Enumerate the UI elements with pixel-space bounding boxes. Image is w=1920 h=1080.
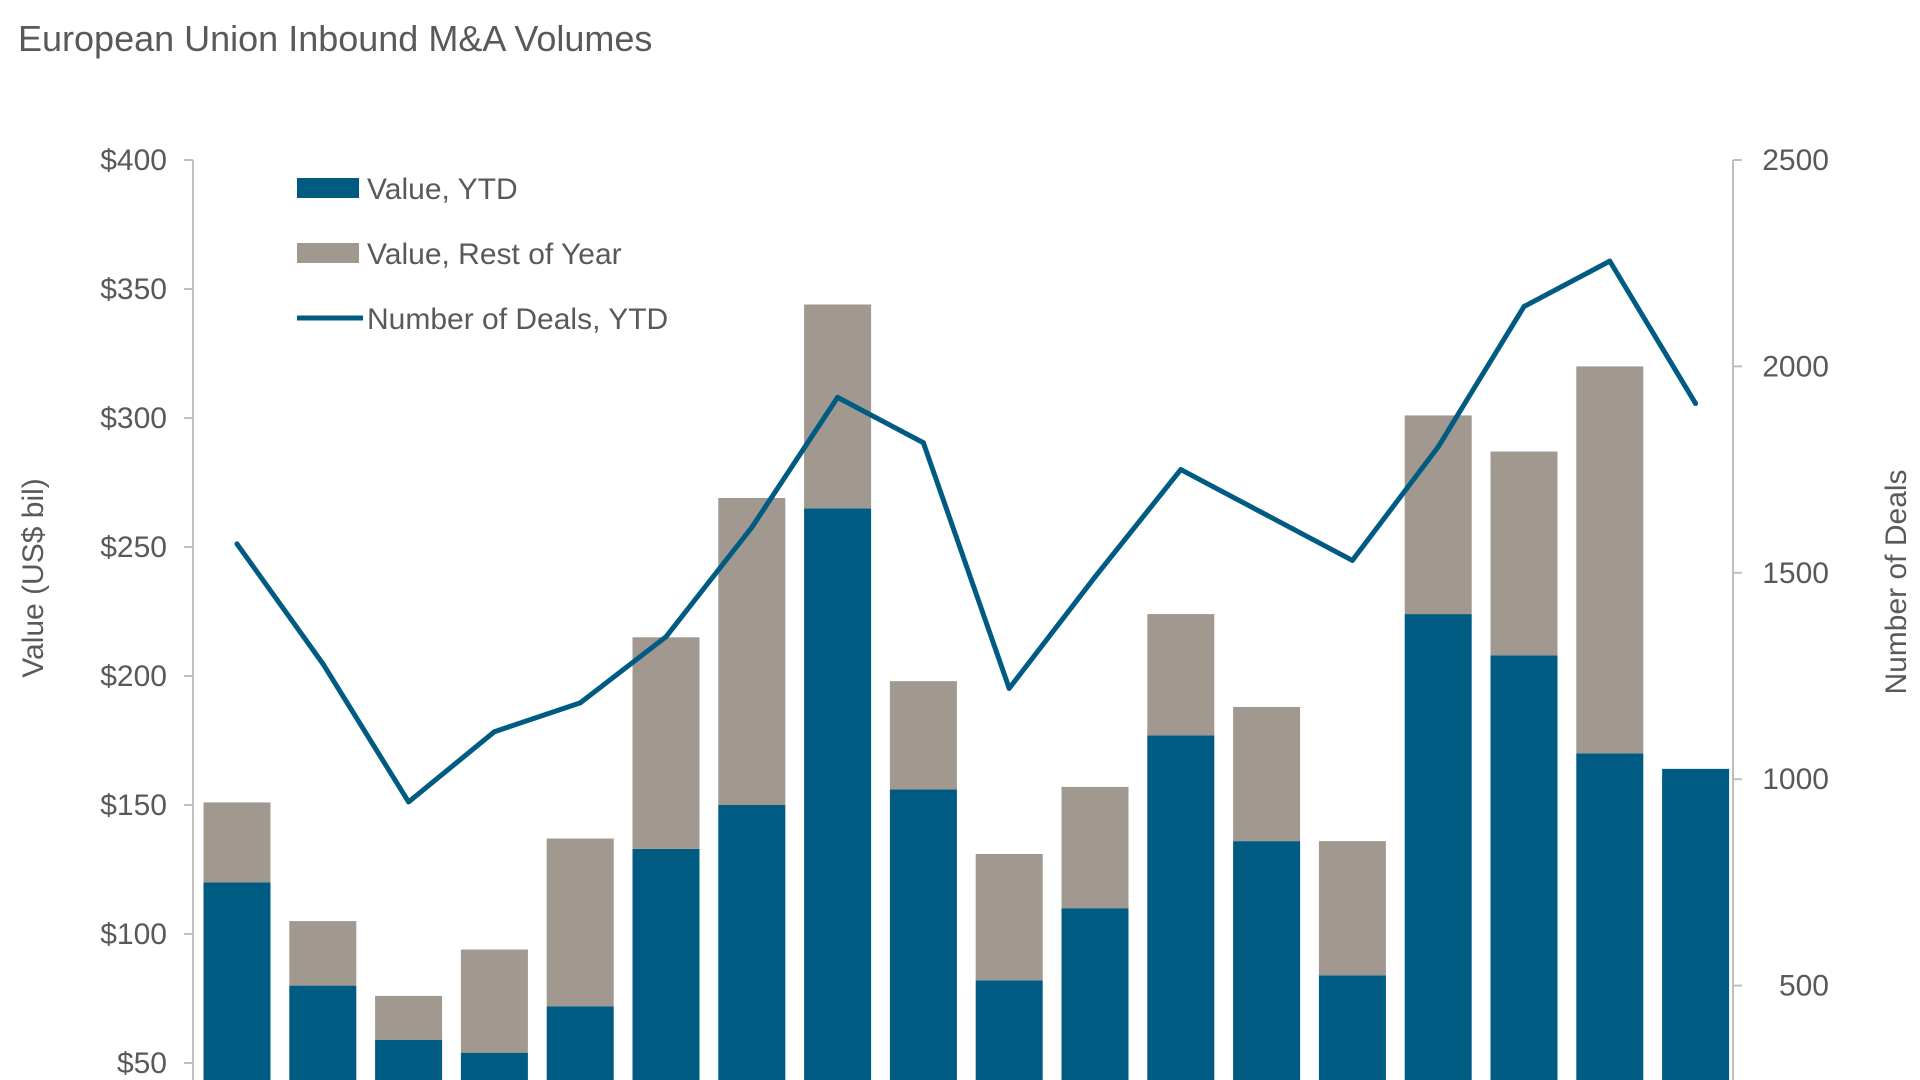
left-tick-label: $300 <box>100 402 167 435</box>
chart-title: European Union Inbound M&A Volumes <box>18 18 653 59</box>
bar-value-rest-of-year <box>546 838 614 1007</box>
legend-swatch-ytd <box>297 178 359 198</box>
deals-point <box>1521 304 1527 310</box>
left-tick-label: $200 <box>100 660 167 693</box>
bar-value-ytd <box>1490 655 1558 1080</box>
bar-value-rest-of-year <box>1061 786 1129 909</box>
deals-point <box>406 799 412 805</box>
bar-value-rest-of-year <box>460 949 528 1053</box>
bar-value-ytd <box>289 985 357 1080</box>
y2-axis-title: Number of Deals <box>1880 469 1913 694</box>
deals-point <box>1349 557 1355 563</box>
bar-value-ytd <box>889 789 957 1080</box>
axes: $50 $100 $150 $200 $250 $300 $350 $400 500 1000 15… <box>17 144 1913 1080</box>
deals-point <box>920 440 926 446</box>
deals-point <box>491 729 497 735</box>
legend-label: Value, YTD <box>367 173 518 206</box>
deals-point <box>320 661 326 667</box>
deals-point <box>835 394 841 400</box>
right-tick-label: 500 <box>1779 970 1829 1003</box>
bar-value-ytd <box>1061 908 1129 1080</box>
bar-value-rest-of-year <box>203 802 271 883</box>
legend-label: Value, Rest of Year <box>367 238 622 271</box>
bar-value-ytd <box>375 1039 443 1080</box>
bar-value-ytd <box>975 980 1043 1080</box>
bar-value-ytd <box>460 1052 528 1080</box>
bars <box>203 304 1730 1080</box>
deals-point <box>1006 685 1012 691</box>
left-tick-label: $350 <box>100 273 167 306</box>
right-tick-label: 2000 <box>1762 350 1829 383</box>
deals-point <box>1264 512 1270 518</box>
bar-value-rest-of-year <box>289 921 357 986</box>
bar-value-rest-of-year <box>1576 366 1644 754</box>
bar-value-rest-of-year <box>1147 614 1215 736</box>
legend-swatch-rest <box>297 243 359 263</box>
deals-point <box>1435 444 1441 450</box>
bar-value-ytd <box>1404 614 1472 1080</box>
bar-value-rest-of-year <box>804 304 872 509</box>
bar-value-rest-of-year <box>1233 706 1301 842</box>
bar-value-rest-of-year <box>375 995 443 1040</box>
deals-point <box>1092 574 1098 580</box>
bar-value-rest-of-year <box>889 681 957 790</box>
bar-value-ytd <box>1576 753 1644 1080</box>
right-tick-label: 1500 <box>1762 557 1829 590</box>
left-tick-label: $250 <box>100 531 167 564</box>
deals-point <box>663 634 669 640</box>
legend-label: Number of Deals, YTD <box>367 303 668 336</box>
bar-value-ytd <box>1318 975 1386 1080</box>
deals-line-path <box>234 258 1698 805</box>
deals-point <box>749 524 755 530</box>
bar-value-ytd <box>203 882 271 1080</box>
deals-point <box>1607 258 1613 264</box>
bar-value-ytd <box>546 1006 614 1080</box>
deals-point <box>1178 467 1184 473</box>
bar-value-ytd <box>632 848 700 1080</box>
left-tick-label: $50 <box>117 1047 167 1080</box>
left-tick-label: $100 <box>100 918 167 951</box>
bar-value-ytd <box>718 805 786 1080</box>
bar-value-rest-of-year <box>975 854 1043 981</box>
deals-point <box>234 541 240 547</box>
legend: Value, YTD Value, Rest of Year Number of D… <box>297 173 668 336</box>
deals-line <box>234 258 1699 805</box>
bar-value-rest-of-year <box>632 637 700 849</box>
y-axis-title: Value (US$ bil) <box>17 478 50 678</box>
deals-point <box>1693 401 1699 407</box>
bar-value-rest-of-year <box>1490 451 1558 656</box>
deals-point <box>577 700 583 706</box>
bar-value-ytd <box>1662 768 1730 1080</box>
left-tick-label: $150 <box>100 789 167 822</box>
bar-value-rest-of-year <box>1318 841 1386 976</box>
bar-value-ytd <box>1233 841 1301 1080</box>
bar-value-rest-of-year <box>718 497 786 805</box>
left-tick-label: $400 <box>100 144 167 177</box>
right-tick-label: 2500 <box>1762 144 1829 177</box>
bar-value-ytd <box>804 508 872 1080</box>
bar-value-ytd <box>1147 735 1215 1080</box>
right-tick-label: 1000 <box>1762 763 1829 796</box>
